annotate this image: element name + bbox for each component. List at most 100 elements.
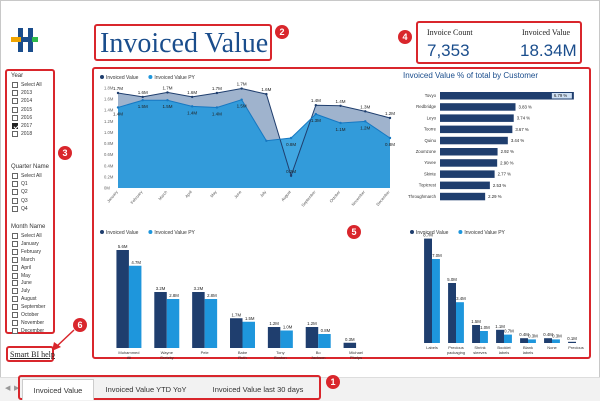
year-option-2015[interactable]: 2015 [12,106,32,113]
data-label: 0.8M [385,142,395,147]
data-label: 1.4M [336,99,346,104]
checkbox[interactable] [12,304,18,311]
year-option-2014[interactable]: 2014 [12,98,32,105]
checkbox[interactable] [12,272,18,279]
month-option-select-all[interactable]: Select All [12,233,42,239]
checkbox[interactable] [12,256,18,263]
data-point-invoiced-value [190,95,194,99]
checkbox[interactable] [12,296,18,303]
data-label: 1.5M [245,316,255,321]
product-bar-current [568,341,576,343]
bar-quinu [440,136,508,145]
data-label: 5.6M [118,244,128,249]
checkbox[interactable] [12,280,18,287]
data-label: 1.5M [471,319,481,324]
invoiced-value-value: 18.34M [520,41,577,60]
badge-6: 6 [73,318,87,332]
x-tick-label: January [106,189,119,203]
y-tick-label: 0.2M [104,174,114,179]
tab-bar [0,377,600,401]
x-tick-label: March [157,189,168,201]
checkbox[interactable] [12,123,18,129]
month-option-september[interactable]: September [12,304,45,311]
tab-invoiced-value[interactable]: Invoiced Value [22,379,94,400]
data-label: 1.0M [283,325,293,330]
checkbox[interactable] [12,264,18,271]
checkbox[interactable] [12,248,18,255]
checkbox[interactable] [12,181,18,188]
checkbox[interactable] [12,98,18,105]
bar-tovyo [440,92,574,100]
y-tick-label: Tovyo [425,93,437,98]
year-option-2018[interactable]: 2018 [12,131,32,138]
y-tick-label: 1.8M [104,86,114,91]
checkbox[interactable] [12,233,18,239]
month-option-june[interactable]: June [12,280,32,287]
data-label: 2.53 % [493,183,507,188]
year-option-2017[interactable]: 2017 [12,123,32,129]
checkbox[interactable] [12,205,18,212]
data-point-invoiced-value [289,174,293,177]
quarter-option-q2[interactable]: Q2 [12,189,28,196]
month-option-november[interactable]: November [12,319,44,326]
checkbox[interactable] [12,240,18,247]
checkbox[interactable] [12,82,18,88]
month-option-january[interactable]: January [12,240,39,247]
checkbox[interactable] [12,173,18,179]
tab-prev-icon[interactable]: ◀ [5,385,11,392]
quarter-option-q4[interactable]: Q4 [12,205,28,212]
legend-label: Invoiced Value [106,230,139,236]
data-label: 1.0M [480,325,490,330]
x-tick-label: October [328,189,341,204]
smart-bi-help-link[interactable]: Smart BI help [10,350,55,359]
y-tick-label: Toorre [424,127,437,132]
x-tick-label: Phelps [350,355,362,360]
x-tick-label: Shrink [474,345,485,350]
month-option-august[interactable]: August [12,296,37,303]
checkbox[interactable] [12,131,18,138]
x-tick-label: Michael [349,350,363,355]
legend-dot [148,75,153,79]
option-label: 2013 [21,90,33,97]
year-option-2016[interactable]: 2016 [12,114,32,121]
data-label: 1.4M [212,111,222,116]
month-option-october[interactable]: October [12,312,39,318]
option-label: Q1 [21,181,28,188]
y-tick-label: 0.4M [104,163,114,168]
tab-next-icon[interactable]: ▶ [14,385,20,392]
tab-invoiced-value-last-30-days[interactable]: Invoiced Value last 30 days [212,385,304,394]
data-label: 3.83 % [519,104,533,109]
checkbox[interactable] [12,312,18,318]
checkbox[interactable] [12,106,18,113]
checkbox[interactable] [12,288,18,295]
checkbox[interactable] [12,197,18,204]
quarter-option-q3[interactable]: Q3 [12,197,28,204]
year-option-select-all[interactable]: Select All [12,82,42,88]
option-label: April [21,264,32,271]
quarter-option-q1[interactable]: Q1 [12,181,28,188]
quarter-option-select-all[interactable]: Select All [12,173,42,179]
option-label: 2017 [21,123,33,129]
month-option-february[interactable]: February [12,248,41,255]
bar-toorre [440,125,513,134]
checkbox[interactable] [12,189,18,196]
month-option-march[interactable]: March [12,256,35,263]
month-option-december[interactable]: December [12,327,44,334]
product-bar-py [552,339,560,343]
month-option-july[interactable]: July [12,288,30,295]
checkbox[interactable] [12,327,18,334]
option-label: October [21,312,39,318]
checkbox[interactable] [12,90,18,97]
month-slicer-title: Month Name [11,224,46,230]
checkbox[interactable] [12,319,18,326]
tab-invoiced-value-ytd-yoy[interactable]: Invoiced Value YTD YoY [105,385,187,394]
checkbox[interactable] [12,114,18,121]
data-label: 1.1M [336,127,346,132]
month-option-april[interactable]: April [12,264,32,271]
year-option-2013[interactable]: 2013 [12,90,33,97]
data-label: 1.7M [212,86,222,91]
x-tick-label: Gretzky [160,355,174,360]
month-option-may[interactable]: May [12,272,30,279]
data-label-bg [551,93,572,99]
data-label: 3.2M [156,286,166,291]
